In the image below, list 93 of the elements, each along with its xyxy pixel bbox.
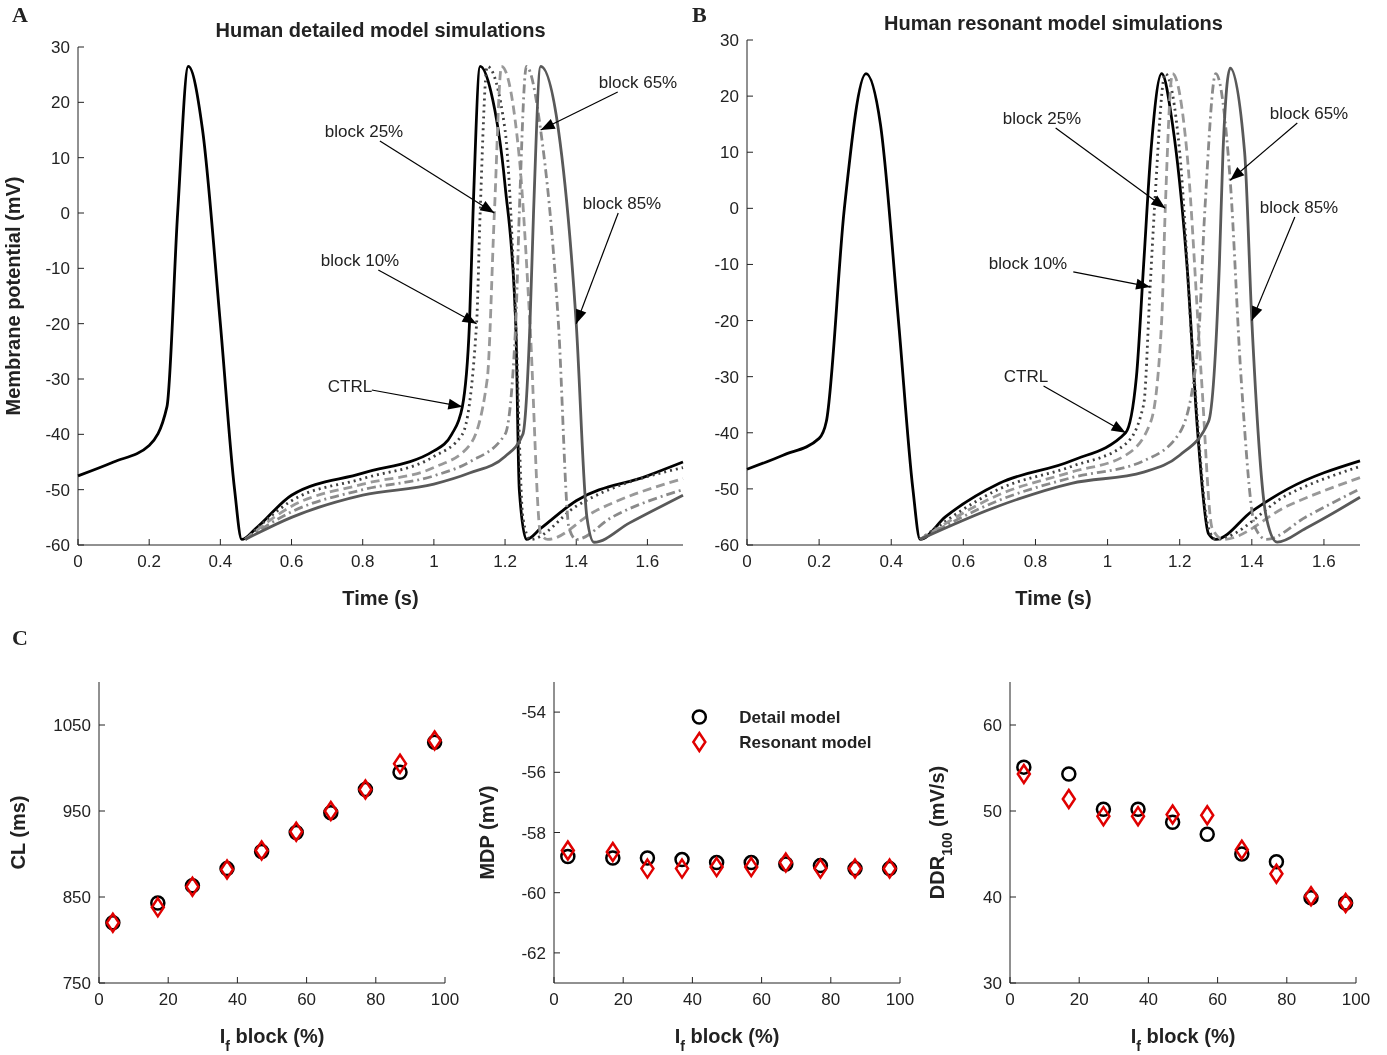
y-tick-label: 750 [62,974,91,993]
text: B [692,2,707,27]
annotation: block 65% [598,73,678,92]
x-tick-label: 1 [1102,552,1113,571]
annotation: block 85% [582,194,662,213]
x-axis-title: Time (s) [1015,587,1092,609]
annotation: block 10% [988,254,1068,273]
y-tick-label: 950 [62,802,91,821]
y-tick-label: 30 [720,31,739,50]
x-axis-title: I$_{f}$ block (%) [219,1025,325,1054]
y-tick-label: -30 [714,367,739,387]
y-tick-label: -20 [714,311,739,331]
y-tick-label: 50 [983,802,1002,821]
y-tick-label: -10 [714,255,739,275]
x-tick-label: 20 [158,990,178,1009]
y-tick-label: -60 [521,883,546,903]
x-tick-label: 60 [297,990,317,1009]
legend-label: Resonant model [739,733,872,752]
y-tick-label: -60 [45,536,70,555]
y-tick-label: -30 [45,370,70,389]
y-tick-label: 850 [62,888,91,907]
y-tick-label: -60 [714,536,739,555]
y-tick-label: 30 [51,38,70,57]
x-tick-label: 40 [682,990,702,1009]
x-tick-label: 0 [1005,990,1015,1009]
y-tick-label: 30 [983,974,1002,993]
y-axis-title: Membrane potential (mV) [2,176,24,416]
y-tick-label: 0 [729,199,739,219]
x-tick-label: 1.2 [493,552,517,571]
x-tick-label: 1.4 [564,552,589,571]
x-tick-label: 0.8 [1023,552,1048,571]
x-tick-label: 1.4 [1240,552,1264,571]
x-tick-label: 0.4 [879,552,904,571]
y-tick-label: 40 [983,888,1002,907]
x-tick-label: 0.4 [208,552,233,571]
y-tick-label: -10 [45,259,70,279]
x-tick-label: 0.6 [279,552,304,571]
y-tick-label: 60 [983,716,1002,735]
y-tick-label: -56 [521,763,546,783]
x-axis-title: I$_{f}$ block (%) [1130,1025,1236,1054]
y-tick-label: -62 [521,943,546,963]
chart-title: Human resonant model simulations [884,12,1223,34]
y-tick-label: -50 [714,479,739,499]
x-tick-label: 0 [742,552,752,571]
x-tick-label: 100 [885,990,915,1009]
x-tick-label: 40 [1138,990,1158,1009]
x-tick-label: 1.6 [635,552,660,571]
y-tick-label: -50 [45,480,70,500]
x-tick-label: 0.8 [350,552,375,571]
x-axis-title: Time (s) [342,587,419,609]
x-tick-label: 0.2 [807,552,831,571]
y-tick-label: -58 [521,823,546,843]
y-tick-label: -54 [521,703,546,723]
y-tick-label: 20 [720,87,739,107]
x-tick-label: 0.2 [137,552,161,571]
x-tick-label: 80 [1277,990,1297,1009]
x-tick-label: 40 [227,990,247,1009]
x-tick-label: 60 [752,990,772,1009]
x-tick-label: 0 [94,990,104,1009]
x-tick-label: 100 [430,990,460,1009]
text: A [12,2,28,27]
y-tick-label: -40 [45,425,70,445]
y-axis-title: MDP (mV) [476,785,498,880]
y-tick-label: 0 [60,204,70,223]
annotation: block 85% [1259,198,1339,217]
x-tick-label: 0 [549,990,559,1009]
y-tick-label: -20 [45,314,70,334]
y-tick-label: 1050 [53,716,91,735]
y-tick-label: 10 [720,143,739,163]
text: C [12,625,28,650]
annotation: block 65% [1269,104,1349,123]
annotation: CTRL [327,377,373,396]
x-tick-label: 20 [613,990,633,1009]
legend-label: Detail model [739,708,841,727]
x-axis-title: I$_{f}$ block (%) [674,1025,780,1054]
x-tick-label: 1.2 [1167,552,1192,571]
annotation: block 25% [324,122,404,141]
annotation: block 25% [1002,109,1082,128]
chart-title: Human detailed model simulations [215,19,546,41]
x-tick-label: 80 [366,990,386,1009]
x-tick-label: 0.6 [951,552,976,571]
x-tick-label: 100 [1341,990,1371,1009]
annotation: block 10% [320,251,400,270]
y-tick-label: -40 [714,423,739,443]
x-tick-label: 1.6 [1312,552,1336,571]
annotation: CTRL [1003,367,1049,386]
x-tick-label: 80 [821,990,841,1009]
y-tick-label: 20 [51,93,70,113]
x-tick-label: 20 [1069,990,1089,1009]
y-tick-label: 10 [51,148,70,168]
x-tick-label: 60 [1208,990,1228,1009]
x-tick-label: 1 [429,552,439,571]
y-axis-title: CL (ms) [7,795,29,870]
